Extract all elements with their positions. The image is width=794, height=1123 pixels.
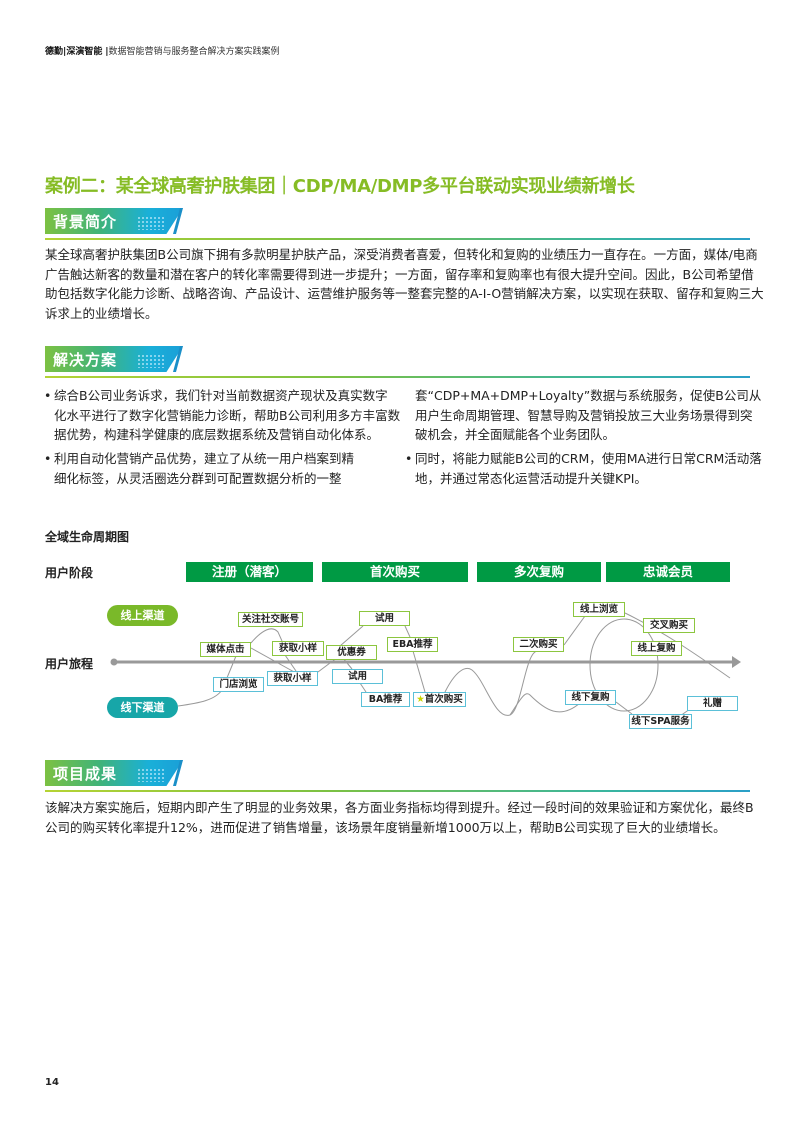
loop-line (589, 618, 659, 712)
bullet-continuation: 套“CDP+MA+DMP+Loyalty”数据与系统服务，促使B公司从 用户生命周… (415, 388, 762, 442)
touchpoint-offline: 线下SPA服务 (629, 714, 692, 729)
touchpoint-offline: 礼赠 (687, 696, 738, 711)
path-line (250, 647, 297, 674)
results-paragraph: 该解决方案实施后，短期内即产生了明显的业务效果，各方面业务指标均得到提升。经过一… (45, 800, 754, 835)
section-header-results: 项目成果 (45, 760, 750, 792)
background-paragraph: 某全球高奢护肤集团B公司旗下拥有多款明星护肤产品，深受消费者喜爱，但转化和复购的… (45, 247, 764, 321)
path-line (509, 693, 581, 716)
stage-repurchase: 多次复购 (477, 562, 601, 582)
star-icon: ★ (416, 694, 425, 705)
axis-start-dot (110, 658, 118, 666)
touchpoint-offline: 线下复购 (565, 690, 616, 705)
section-label: 项目成果 (53, 765, 118, 783)
section-header-background: 背景简介 (45, 208, 750, 240)
path-line (250, 628, 283, 644)
touchpoint-online: 线上复购 (631, 641, 682, 656)
touchpoint-online: 交叉购买 (643, 618, 695, 633)
path-line (444, 650, 539, 716)
stage-label: 用户阶段 (45, 566, 94, 580)
path-line (563, 615, 586, 646)
path-line (339, 625, 364, 647)
touchpoint-offline: 试用 (332, 669, 383, 684)
touchpoint-offline: BA推荐 (361, 692, 410, 707)
bullet-item: • 同时，将能力赋能B公司的CRM，使用MA进行日常CRM活动落 地，并通过常态化运… (405, 451, 762, 486)
path-line (284, 654, 297, 672)
path-line (615, 701, 633, 715)
stage-register: 注册（潜客） (186, 562, 313, 582)
axis-arrow-icon (732, 656, 741, 668)
divider (45, 790, 750, 792)
path-line (359, 682, 367, 693)
path-line (412, 650, 426, 693)
brand-deloitte: 德勤 (45, 47, 64, 57)
section-header-solution: 解决方案 (45, 346, 750, 378)
page-title: 案例二：某全球高奢护肤集团｜CDP/MA/DMP多平台联动实现业绩新增长 (45, 176, 635, 197)
touchpoint-offline: 获取小样 (267, 671, 318, 686)
touchpoint-online: 关注社交账号 (238, 612, 303, 627)
stage-loyal-member: 忠诚会员 (606, 562, 730, 582)
path-line (404, 625, 411, 638)
stage-first-purchase: 首次购买 (322, 562, 468, 582)
offline-channel-pill: 线下渠道 (107, 697, 178, 718)
divider (45, 376, 750, 378)
online-channel-pill: 线上渠道 (107, 605, 178, 626)
divider (45, 238, 750, 240)
touchpoint-online: EBA推荐 (387, 637, 438, 652)
header-subtitle: 数据智能营销与服务整合解决方案实践案例 (108, 47, 280, 57)
page-number: 14 (45, 1077, 59, 1088)
brand-deepzero: 深演智能 (66, 47, 103, 57)
touchpoint-online: 试用 (359, 611, 410, 626)
section-label: 背景简介 (53, 213, 118, 231)
section-label: 解决方案 (53, 351, 118, 369)
touchpoint-online: 优惠券 (326, 645, 377, 660)
touchpoint-offline: 门店浏览 (213, 677, 264, 692)
touchpoint-online: 线上浏览 (573, 602, 625, 617)
touchpoint-first-purchase: ★首次购买 (413, 692, 466, 707)
touchpoint-online: 媒体点击 (200, 642, 251, 657)
diagram-title: 全域生命周期图 (45, 530, 130, 544)
running-header: 德勤|深演智能 |数据智能营销与服务整合解决方案实践案例 (45, 47, 280, 57)
bullet-item: • 综合B公司业务诉求，我们针对当前数据资产现状及真实数字 化水平进行了数字化营销能… (44, 388, 401, 442)
bullet-item: • 利用自动化营销产品优势，建立了从统一用户档案到精 细化标签，从灵活圈选分群到可配… (44, 451, 355, 486)
touchpoint-online: 二次购买 (513, 637, 564, 652)
journey-label: 用户旅程 (45, 657, 94, 671)
touchpoint-online: 获取小样 (272, 641, 324, 656)
